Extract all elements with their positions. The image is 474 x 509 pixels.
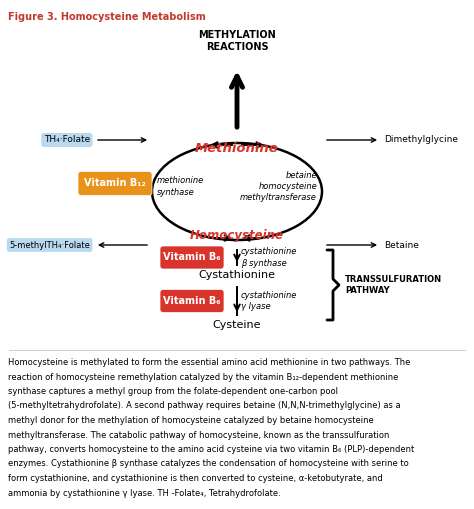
Text: synthase captures a methyl group from the folate-dependent one-carbon pool: synthase captures a methyl group from th…	[8, 387, 338, 396]
Text: pathway, converts homocysteine to the amino acid cysteine via two vitamin B₆ (PL: pathway, converts homocysteine to the am…	[8, 445, 414, 454]
FancyBboxPatch shape	[160, 290, 224, 313]
Text: Vitamin B₁₂: Vitamin B₁₂	[84, 179, 146, 188]
Text: enzymes. Cystathionine β synthase catalyzes the condensation of homocysteine wit: enzymes. Cystathionine β synthase cataly…	[8, 460, 409, 468]
Text: Figure 3. Homocysteine Metabolism: Figure 3. Homocysteine Metabolism	[8, 12, 206, 22]
Text: Vitamin B₆: Vitamin B₆	[163, 252, 221, 263]
Text: TH₄·Folate: TH₄·Folate	[44, 135, 90, 145]
Text: TRANSSULFURATION
PATHWAY: TRANSSULFURATION PATHWAY	[345, 275, 442, 295]
Text: betaine
homocysteine
methyltransferase: betaine homocysteine methyltransferase	[240, 171, 317, 202]
Text: Homocysteine: Homocysteine	[190, 229, 284, 241]
Text: methyl donor for the methylation of homocysteine catalyzed by betaine homocystei: methyl donor for the methylation of homo…	[8, 416, 374, 425]
Text: (5-methyltetrahydrofolate). A second pathway requires betaine (N,N,N-trimethylgl: (5-methyltetrahydrofolate). A second pat…	[8, 402, 401, 410]
Text: Vitamin B₆: Vitamin B₆	[163, 296, 221, 306]
FancyBboxPatch shape	[160, 246, 224, 269]
Text: Cysteine: Cysteine	[213, 320, 261, 330]
Text: cystathionine
γ lyase: cystathionine γ lyase	[241, 291, 297, 311]
Text: METHYLATION
REACTIONS: METHYLATION REACTIONS	[198, 30, 276, 51]
Text: 5-methylTH₄·Folate: 5-methylTH₄·Folate	[9, 240, 90, 249]
Text: form cystathionine, and cystathionine is then converted to cysteine, α-ketobutyr: form cystathionine, and cystathionine is…	[8, 474, 383, 483]
Text: cystathionine
β synthase: cystathionine β synthase	[241, 247, 297, 268]
Text: Homocysteine is methylated to form the essential amino acid methionine in two pa: Homocysteine is methylated to form the e…	[8, 358, 410, 367]
Text: methionine
synthase: methionine synthase	[157, 177, 204, 196]
Text: Methionine: Methionine	[195, 142, 279, 155]
Text: Betaine: Betaine	[384, 240, 419, 249]
Text: ammonia by cystathionine γ lyase. TH -Folate₄, Tetrahydrofolate.: ammonia by cystathionine γ lyase. TH -Fo…	[8, 489, 281, 497]
Text: Cystathionine: Cystathionine	[199, 270, 275, 280]
Text: reaction of homocysteine remethylation catalyzed by the vitamin B₁₂-dependent me: reaction of homocysteine remethylation c…	[8, 373, 398, 382]
Text: methyltransferase. The catabolic pathway of homocysteine, known as the transsulf: methyltransferase. The catabolic pathway…	[8, 431, 389, 439]
Text: Dimethylglycine: Dimethylglycine	[384, 135, 458, 145]
FancyBboxPatch shape	[78, 172, 152, 195]
